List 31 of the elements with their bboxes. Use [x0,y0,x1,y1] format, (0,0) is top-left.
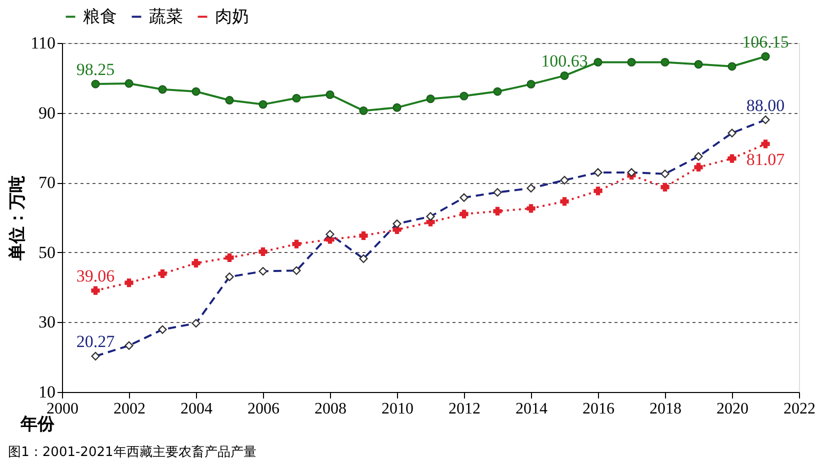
data-label: 81.07 [746,150,786,169]
legend-label: 蔬菜 [149,6,183,26]
y-tick-label: 10 [38,382,56,402]
x-tick-label: 2002 [114,400,146,418]
x-tick-label: 2020 [716,400,748,418]
y-axis-title: 单位：万吨 [8,176,27,262]
data-label: 39.06 [76,266,115,286]
data-label: 88.00 [746,96,785,115]
x-tick-label: 2014 [516,400,548,418]
data-label: 106.15 [742,32,789,52]
x-tick-label: 2010 [382,400,414,418]
x-tick-label: 2006 [248,400,280,418]
x-axis-title: 年份 [20,414,56,434]
y-tick-label: 50 [38,242,56,262]
x-tick-label: 2016 [582,400,614,418]
y-tick-label: 90 [38,103,56,122]
data-label: 98.25 [76,60,115,80]
x-tick-label: 2000 [46,400,78,418]
x-tick-label: 2012 [448,400,480,418]
y-tick-label: 70 [38,173,56,192]
x-tick-label: 2018 [650,400,682,418]
data-label: 100.63 [541,52,588,71]
x-tick-label: 2008 [314,400,346,418]
legend-label: 肉奶 [215,6,249,26]
x-tick-label: 2022 [784,400,816,418]
data-label: 20.27 [76,332,116,352]
y-tick-label: 110 [30,34,56,52]
legend-label: 粮食 [83,6,117,26]
x-tick-label: 2004 [180,400,212,418]
caption: 图1：2001-2021年西藏主要农畜产品产量 [8,444,256,460]
y-tick-label: 30 [38,312,56,332]
